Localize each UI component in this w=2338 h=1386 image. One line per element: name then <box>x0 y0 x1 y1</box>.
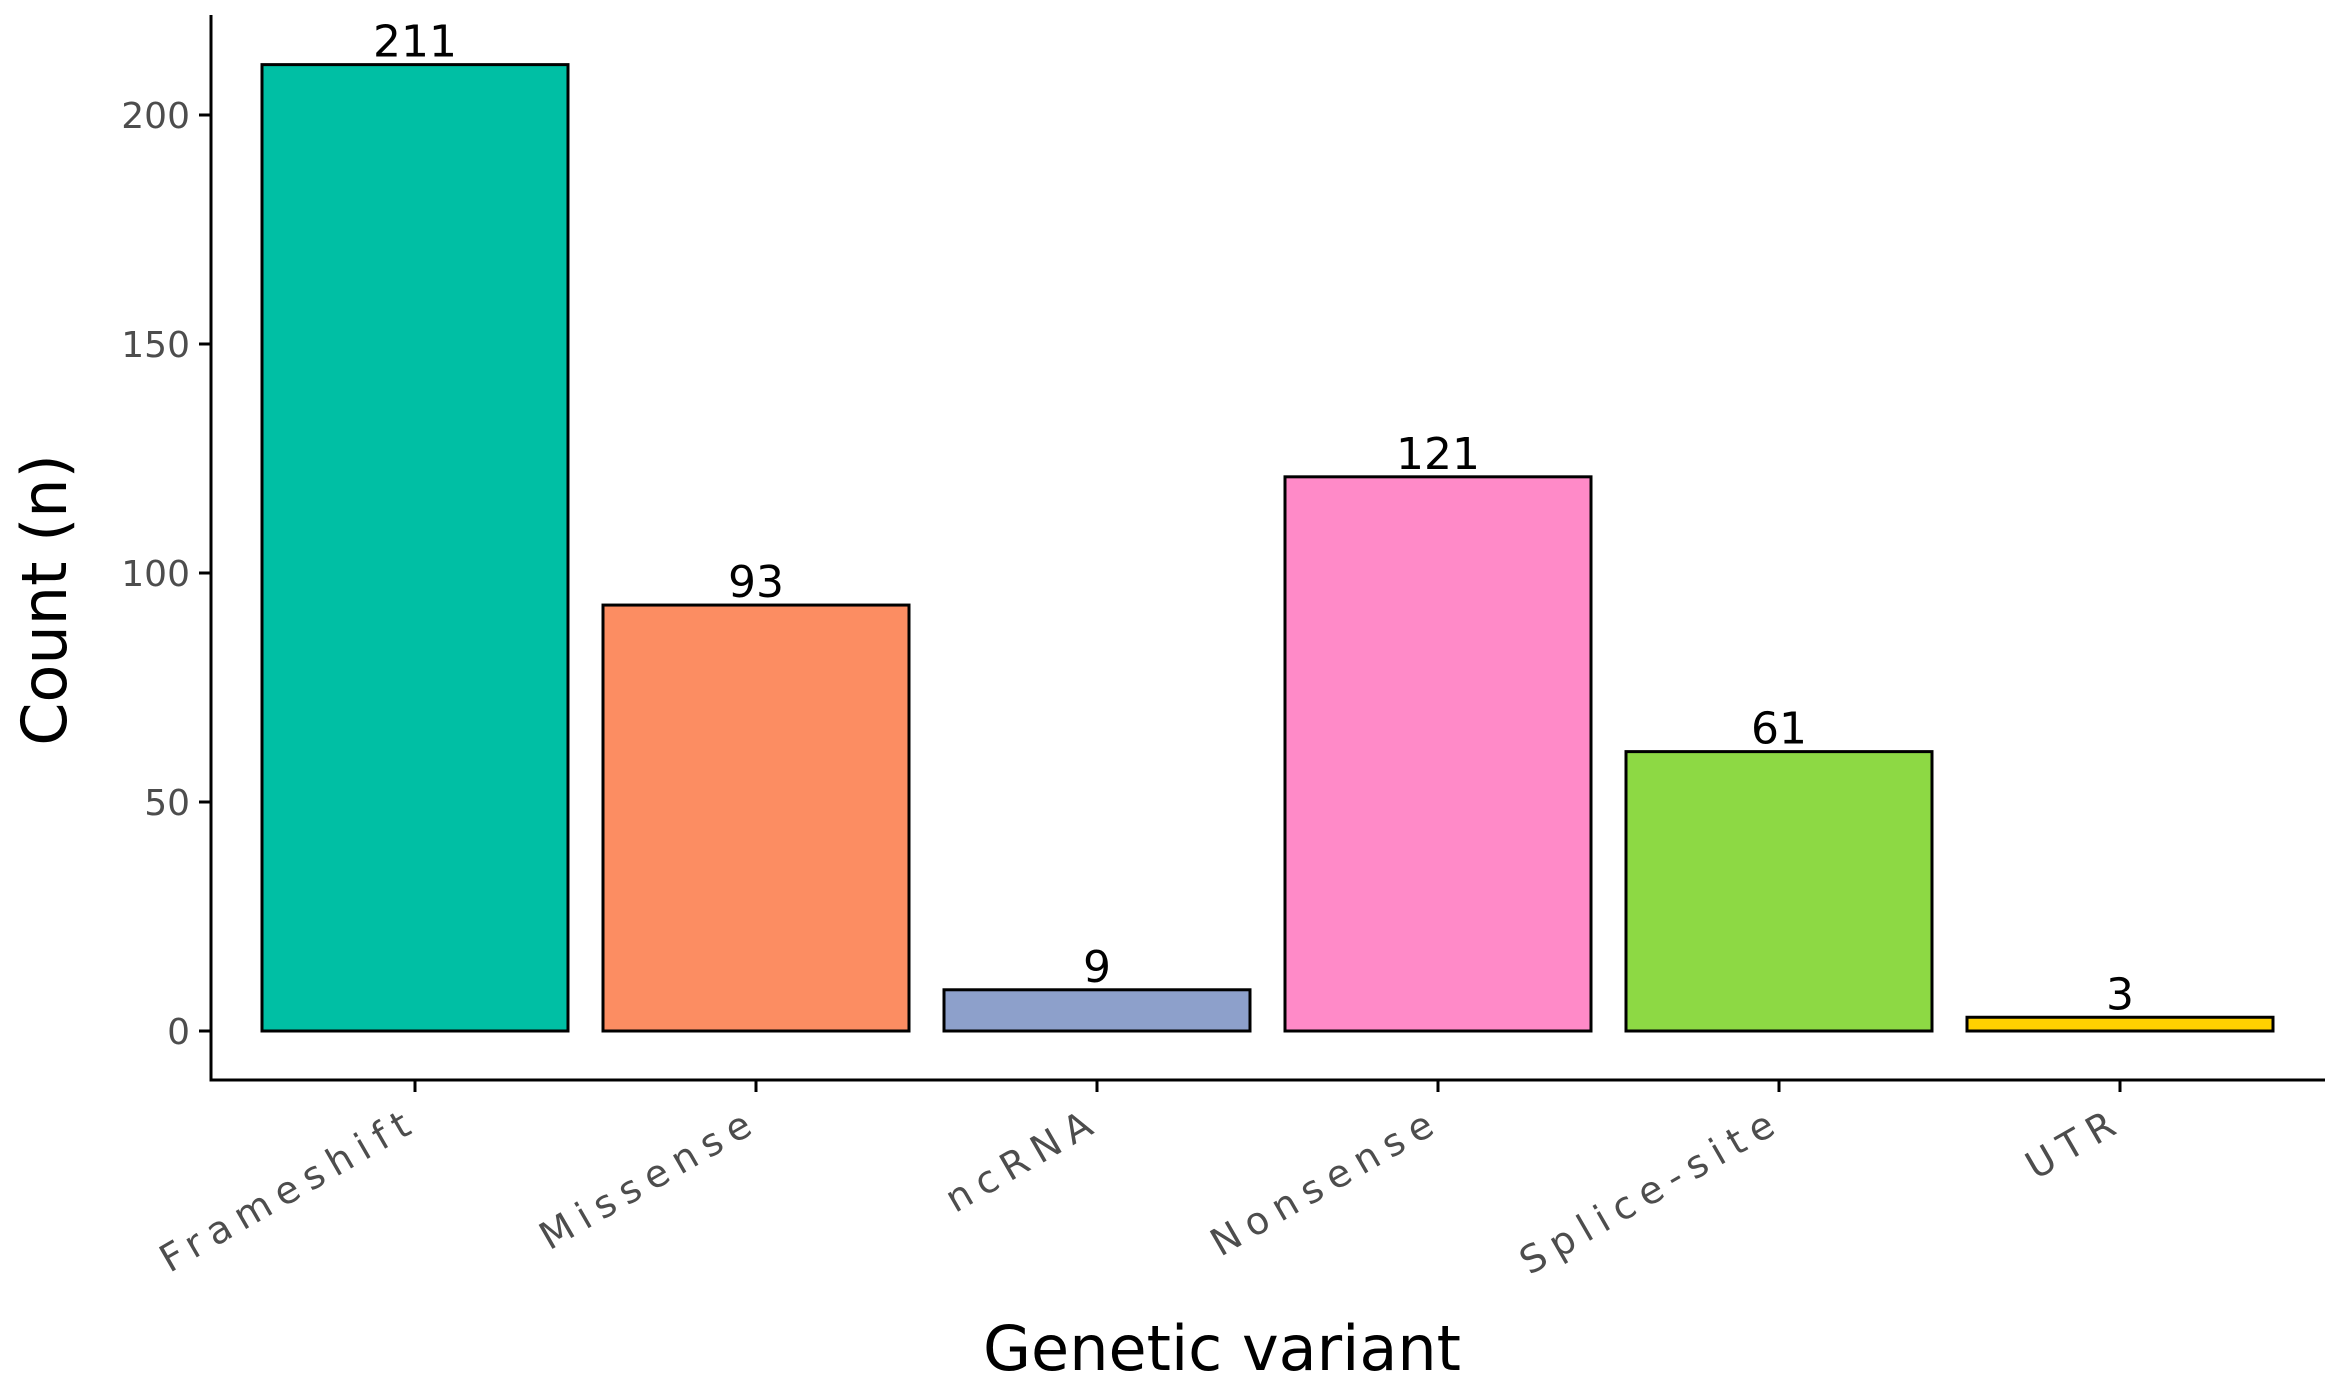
y-ticks-layer: 0 50 100 150 200 <box>121 96 211 1053</box>
y-axis-title: Count (n) <box>8 454 81 746</box>
x-tick-label-missense: Missense <box>532 1098 767 1259</box>
data-label-splice-site: 61 <box>1751 704 1807 755</box>
x-tick-label-ncrna: ncRNA <box>938 1098 1108 1222</box>
bar-utr <box>1965 1015 2275 1033</box>
bar-missense <box>601 603 911 1033</box>
x-tick-label-frameshift: Frameshift <box>152 1098 426 1281</box>
data-label-nonsense: 121 <box>1396 429 1480 480</box>
y-tick-label-150: 150 <box>121 325 190 366</box>
data-label-frameshift: 211 <box>373 17 457 68</box>
y-tick-label-200: 200 <box>121 96 190 137</box>
y-tick-label-0: 0 <box>167 1012 190 1053</box>
data-labels-layer: 211 93 9 121 61 3 <box>373 17 2134 1021</box>
bar-nonsense <box>1283 475 1593 1033</box>
data-label-missense: 93 <box>728 557 784 608</box>
data-label-utr: 3 <box>2106 969 2134 1020</box>
x-tick-label-splice-site: Splice-site <box>1512 1098 1789 1284</box>
axes-layer <box>209 15 2325 1082</box>
bar-frameshift <box>260 63 570 1033</box>
x-tick-label-nonsense: Nonsense <box>1203 1098 1449 1265</box>
bar-ncrna <box>942 988 1252 1033</box>
x-ticks-layer: Frameshift Missense ncRNA Nonsense Splice-si… <box>152 1080 2131 1283</box>
y-tick-label-50: 50 <box>144 783 190 824</box>
y-tick-label-100: 100 <box>121 554 190 595</box>
x-tick-label-utr: UTR <box>2018 1098 2130 1188</box>
data-label-ncrna: 9 <box>1083 942 1111 993</box>
bars-layer <box>260 63 2275 1033</box>
x-axis-title: Genetic variant <box>983 1312 1461 1385</box>
bar-splice-site <box>1624 750 1934 1033</box>
